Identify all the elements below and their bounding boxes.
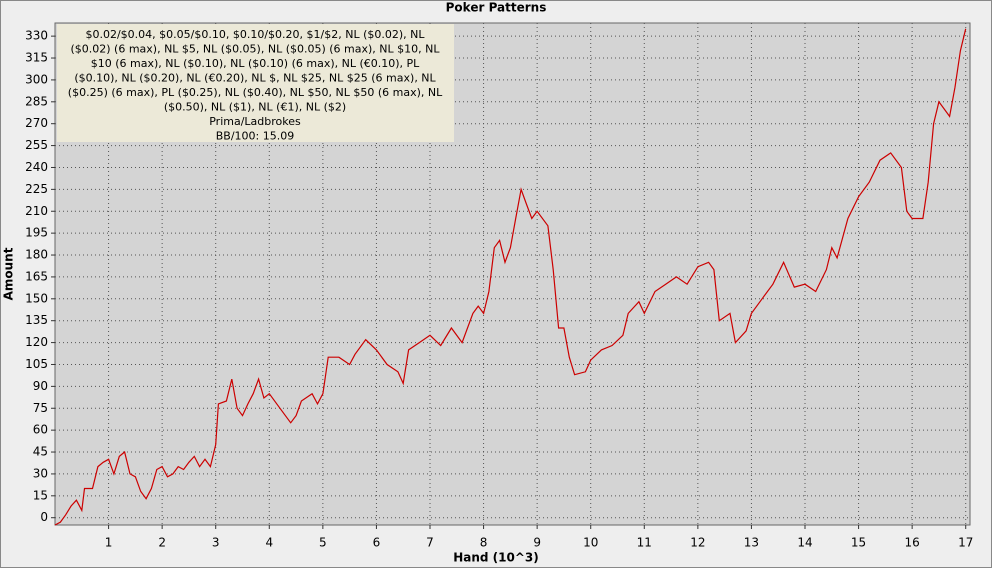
annotation-line: ($0.25) (6 max), PL ($0.25), NL ($0.40),… bbox=[68, 86, 443, 99]
x-tick-label: 5 bbox=[319, 536, 327, 550]
x-tick-label: 17 bbox=[958, 536, 973, 550]
y-tick-label: 75 bbox=[33, 401, 48, 415]
y-tick-label: 225 bbox=[25, 182, 48, 196]
y-tick-label: 60 bbox=[33, 423, 48, 437]
x-tick-label: 7 bbox=[426, 536, 434, 550]
x-tick-label: 10 bbox=[583, 536, 598, 550]
y-tick-label: 15 bbox=[33, 488, 48, 502]
annotation-line: ($0.02) (6 max), NL $5, NL ($0.05), NL (… bbox=[70, 43, 440, 56]
x-tick-label: 11 bbox=[637, 536, 652, 550]
x-tick-label: 13 bbox=[744, 536, 759, 550]
x-tick-label: 2 bbox=[158, 536, 166, 550]
x-tick-label: 6 bbox=[373, 536, 381, 550]
x-tick-label: 12 bbox=[690, 536, 705, 550]
annotation-line: $10 (6 max), NL ($0.10), NL ($0.10) (6 m… bbox=[91, 57, 420, 70]
annotation-line: ($0.50), NL ($1), NL (€1), NL ($2) bbox=[164, 101, 346, 114]
x-tick-label: 4 bbox=[265, 536, 273, 550]
annotation-line: BB/100: 15.09 bbox=[216, 130, 295, 143]
y-tick-label: 135 bbox=[25, 313, 48, 327]
annotation-line: $0.02/$0.04, $0.05/$0.10, $0.10/$0.20, $… bbox=[85, 28, 425, 41]
y-tick-label: 180 bbox=[25, 248, 48, 262]
y-tick-label: 270 bbox=[25, 116, 48, 130]
y-tick-label: 300 bbox=[25, 72, 48, 86]
data-line bbox=[54, 28, 967, 526]
y-tick-label: 105 bbox=[25, 357, 48, 371]
y-tick-label: 90 bbox=[33, 379, 48, 393]
annotation-line: ($0.10), NL ($0.20), NL (€0.20), NL $, N… bbox=[74, 72, 436, 85]
x-tick-label: 14 bbox=[797, 536, 812, 550]
x-tick-label: 15 bbox=[851, 536, 866, 550]
y-tick-label: 120 bbox=[25, 335, 48, 349]
x-tick-label: 16 bbox=[905, 536, 920, 550]
x-tick-label: 3 bbox=[212, 536, 220, 550]
y-tick-label: 240 bbox=[25, 160, 48, 174]
x-tick-label: 1 bbox=[105, 536, 113, 550]
y-tick-label: 210 bbox=[25, 204, 48, 218]
y-tick-label: 30 bbox=[33, 466, 48, 480]
annotation-line: Prima/Ladbrokes bbox=[209, 115, 301, 128]
y-tick-label: 195 bbox=[25, 226, 48, 240]
annotation-box bbox=[57, 24, 454, 142]
x-axis-label: Hand (10^3) bbox=[453, 551, 539, 565]
y-tick-label: 330 bbox=[25, 29, 48, 43]
x-tick-label: 9 bbox=[533, 536, 541, 550]
chart-title: Poker Patterns bbox=[446, 1, 547, 15]
y-tick-label: 150 bbox=[25, 291, 48, 305]
y-tick-label: 45 bbox=[33, 445, 48, 459]
y-tick-label: 0 bbox=[40, 510, 48, 524]
y-axis-label: Amount bbox=[2, 247, 16, 300]
y-tick-label: 165 bbox=[25, 269, 48, 283]
y-tick-label: 255 bbox=[25, 138, 48, 152]
y-tick-label: 285 bbox=[25, 94, 48, 108]
y-tick-label: 315 bbox=[25, 51, 48, 65]
x-tick-label: 8 bbox=[480, 536, 488, 550]
